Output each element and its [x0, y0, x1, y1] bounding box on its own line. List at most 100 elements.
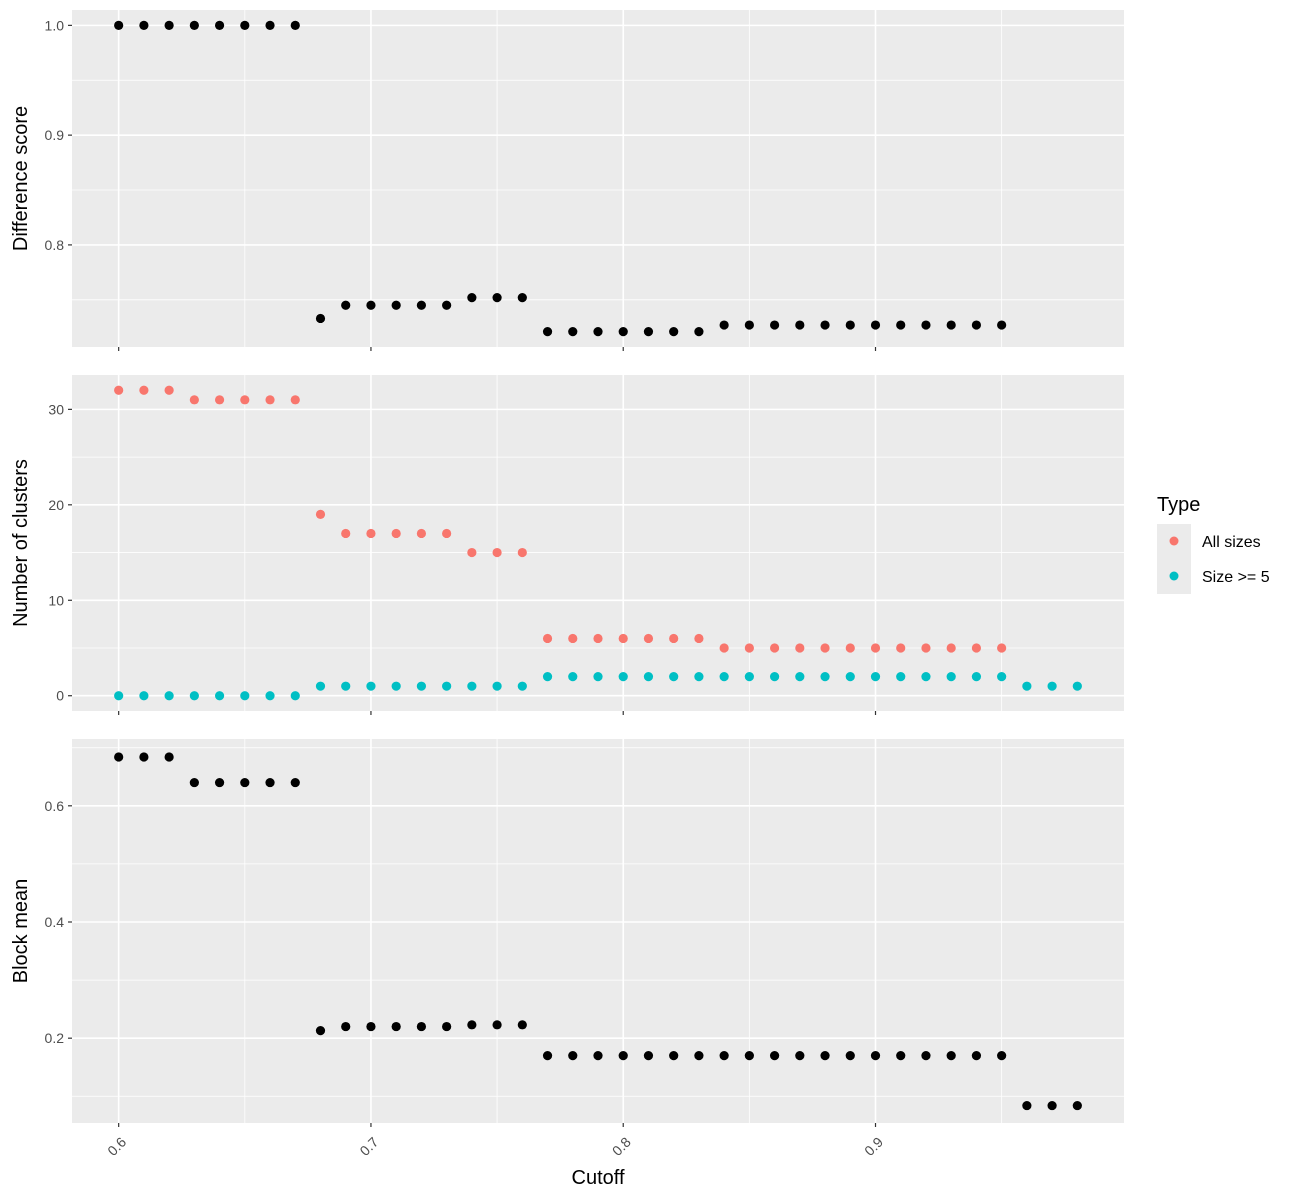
data-point	[467, 681, 477, 691]
data-point	[542, 1051, 553, 1061]
data-point	[391, 300, 401, 310]
data-point	[845, 320, 855, 330]
data-point	[719, 672, 729, 682]
data-point	[315, 681, 326, 691]
data-point	[744, 672, 754, 682]
data-point	[315, 1026, 326, 1036]
data-point	[669, 672, 679, 682]
data-point	[214, 691, 225, 701]
data-point	[669, 327, 679, 337]
panel-background	[72, 739, 1124, 1123]
data-point	[164, 752, 174, 762]
data-point	[164, 385, 174, 395]
data-point	[114, 752, 124, 762]
data-point	[618, 672, 628, 682]
data-point	[870, 320, 881, 330]
data-point	[164, 20, 174, 30]
panel-3: 0.2 0.4 0.6 Block mean	[10, 739, 1124, 1127]
panel-2: 0 10 20 30 Number of clusters	[10, 375, 1124, 715]
data-point	[214, 777, 225, 788]
data-point	[290, 691, 300, 701]
data-point	[997, 1051, 1007, 1061]
x-tick-label: 0.7	[356, 1134, 381, 1159]
data-point	[1047, 681, 1057, 691]
data-point	[189, 777, 199, 788]
y-tick-label: 0.4	[45, 914, 65, 930]
y-tick-label: 30	[48, 401, 64, 417]
data-point	[769, 1051, 780, 1061]
data-point	[769, 320, 780, 330]
data-point	[820, 1051, 830, 1061]
data-point	[492, 547, 502, 558]
data-point	[391, 681, 401, 691]
data-point	[341, 300, 351, 310]
data-point	[795, 320, 805, 330]
data-point	[1022, 681, 1032, 691]
data-point	[164, 691, 174, 701]
series	[114, 752, 1082, 1111]
legend-label-all-sizes: All sizes	[1202, 534, 1261, 551]
data-point	[517, 1020, 527, 1030]
data-point	[366, 528, 376, 539]
data-point	[542, 327, 553, 337]
y-tick-label: 0	[56, 688, 64, 704]
data-point	[643, 1051, 654, 1061]
series	[114, 20, 1007, 337]
data-point	[517, 681, 527, 691]
data-point	[366, 300, 376, 310]
data-point	[442, 528, 452, 539]
data-point	[795, 672, 805, 682]
data-point	[744, 643, 754, 653]
data-point	[366, 681, 376, 691]
legend-key-background	[1157, 524, 1191, 594]
data-point	[568, 327, 578, 337]
data-point	[618, 1051, 628, 1061]
data-point	[139, 752, 149, 762]
data-point	[290, 395, 300, 405]
data-point	[114, 691, 124, 701]
data-point	[189, 395, 199, 405]
data-point	[694, 672, 704, 682]
data-point	[820, 672, 830, 682]
data-point	[593, 327, 603, 337]
data-point	[467, 1020, 477, 1030]
data-point	[643, 672, 654, 682]
data-point	[265, 777, 275, 788]
data-point	[240, 20, 250, 30]
data-point	[946, 672, 956, 682]
data-point	[315, 509, 326, 519]
data-point	[896, 643, 906, 653]
data-point	[593, 1051, 603, 1061]
data-point	[820, 643, 830, 653]
data-point	[240, 691, 250, 701]
y-tick-label: 10	[48, 592, 64, 608]
y-tick-label: 20	[48, 497, 64, 513]
data-point	[416, 300, 427, 310]
data-point	[416, 1021, 427, 1032]
data-point	[114, 385, 124, 395]
data-point	[240, 395, 250, 405]
data-point	[896, 1051, 906, 1061]
data-point	[189, 20, 199, 30]
y-tick-label: 0.2	[45, 1030, 65, 1046]
data-point	[694, 1051, 704, 1061]
data-point	[845, 672, 855, 682]
data-point	[1022, 1100, 1032, 1111]
data-point	[971, 672, 982, 682]
data-point	[719, 643, 729, 653]
data-point	[997, 320, 1007, 330]
y-tick-label: 0.6	[45, 798, 65, 814]
data-point	[265, 20, 275, 30]
data-point	[769, 672, 780, 682]
data-point	[240, 777, 250, 788]
x-tick-label: 0.9	[861, 1134, 886, 1159]
data-point	[214, 20, 225, 30]
panel-1: 0.8 0.9 1.0 Difference score	[10, 10, 1124, 351]
data-point	[517, 293, 527, 303]
data-point	[719, 320, 729, 330]
data-point	[290, 777, 300, 788]
data-point	[744, 1051, 754, 1061]
data-point	[492, 1020, 502, 1030]
data-point	[744, 320, 754, 330]
data-point	[442, 681, 452, 691]
